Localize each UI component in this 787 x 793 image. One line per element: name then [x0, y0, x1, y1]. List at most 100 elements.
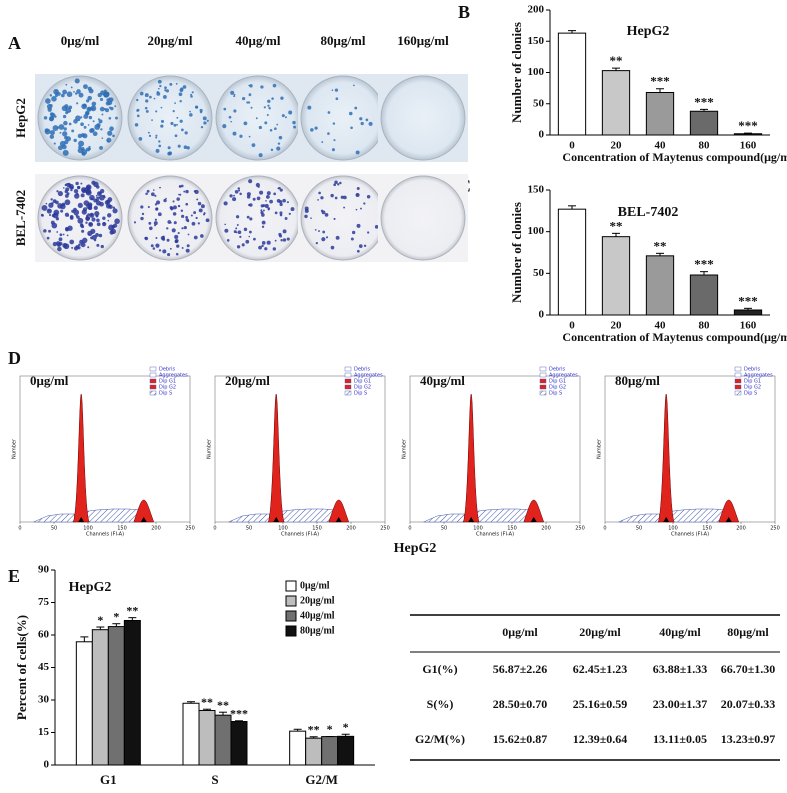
table-cell: 12.39±0.64	[573, 732, 628, 746]
colony	[103, 89, 107, 93]
colony	[317, 199, 319, 201]
colony	[167, 146, 171, 150]
x-tick-label: 100	[473, 526, 483, 532]
legend-label: Dip G2	[549, 385, 566, 391]
panel-label: E	[8, 566, 20, 586]
colony	[286, 237, 290, 241]
colony	[76, 185, 81, 190]
colony	[224, 228, 229, 233]
legend-label: Dip G1	[159, 379, 176, 385]
colony	[183, 225, 187, 230]
colony	[152, 189, 155, 191]
colony	[88, 115, 93, 120]
colony	[83, 200, 90, 206]
x-tick-label: 150	[702, 526, 712, 532]
bar	[75, 641, 93, 766]
colony	[85, 216, 90, 221]
colony	[160, 119, 165, 123]
colony	[170, 121, 174, 126]
colony	[314, 126, 318, 130]
significance: *	[343, 720, 349, 734]
colony	[236, 245, 241, 249]
colony	[147, 131, 150, 134]
significance: *	[97, 613, 103, 627]
x-tick-label: 80	[699, 140, 711, 152]
colony	[158, 249, 162, 252]
significance: ***	[738, 118, 758, 133]
colony	[249, 84, 253, 88]
colony	[75, 214, 78, 217]
colony	[327, 111, 331, 114]
colony	[56, 190, 59, 193]
colony	[196, 198, 199, 201]
legend-label: Debris	[354, 367, 371, 373]
colony	[170, 206, 174, 211]
colony	[288, 212, 291, 215]
colony	[48, 229, 51, 233]
colony	[172, 212, 177, 216]
colony	[81, 148, 88, 155]
colony	[190, 93, 193, 96]
column-label: 40μg/ml	[236, 33, 281, 48]
legend-label: Dip G1	[549, 379, 566, 385]
colony	[354, 106, 358, 110]
colony	[279, 202, 283, 207]
flow-plot: 0 50 100 150 200 250 Channels (FI-A) Number 20μg…	[207, 367, 390, 538]
colony	[183, 190, 186, 193]
colony	[59, 233, 63, 237]
colony	[193, 235, 198, 240]
colony	[185, 215, 188, 219]
colony	[148, 221, 152, 225]
colony	[55, 200, 59, 205]
colony	[144, 236, 149, 241]
colony	[245, 239, 250, 244]
colony	[146, 189, 150, 193]
colony	[259, 190, 264, 195]
panel-label: B	[458, 2, 470, 22]
colony	[169, 82, 173, 86]
colony	[356, 187, 360, 191]
colony	[304, 214, 308, 219]
colony	[73, 207, 77, 212]
colony	[99, 97, 104, 102]
colony	[62, 149, 69, 156]
legend-swatch	[734, 384, 742, 390]
colony	[93, 205, 98, 210]
colony	[92, 131, 98, 137]
colony	[340, 195, 344, 199]
colony	[195, 216, 198, 220]
colony	[191, 221, 196, 226]
colony	[261, 220, 266, 225]
y-axis-label: Number of clonies	[509, 22, 524, 123]
colony	[45, 98, 51, 104]
colony	[63, 120, 68, 126]
colony	[80, 116, 83, 119]
colony	[57, 145, 63, 151]
significance: ***	[230, 707, 248, 721]
bar	[321, 736, 339, 766]
significance: *	[113, 609, 119, 623]
x-tick-label: 50	[636, 526, 642, 532]
colony	[90, 228, 96, 234]
colony	[140, 205, 144, 209]
colony	[78, 140, 85, 147]
colony	[264, 203, 269, 209]
colony	[320, 209, 324, 213]
colony	[99, 106, 105, 112]
colony	[180, 87, 184, 91]
colony	[66, 91, 73, 98]
colony	[248, 235, 251, 238]
colony	[180, 209, 184, 212]
dip-g1	[657, 393, 675, 523]
legend-swatch	[539, 372, 547, 378]
colony	[64, 189, 68, 194]
colony	[278, 200, 283, 204]
colony	[96, 222, 101, 227]
legend-swatch	[344, 390, 352, 396]
dip-g2	[328, 499, 350, 523]
legend-swatch	[734, 390, 742, 396]
colony	[276, 123, 279, 126]
colony	[74, 92, 78, 95]
colony	[197, 222, 200, 225]
colony	[374, 225, 379, 229]
